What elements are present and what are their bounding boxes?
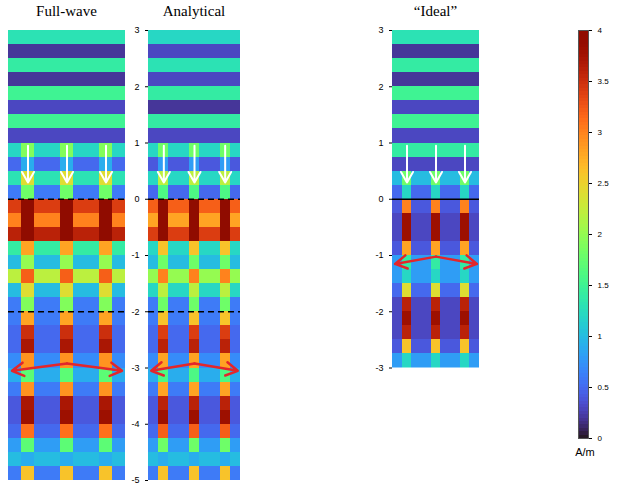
svg-text:0: 0 — [134, 194, 139, 204]
svg-text:3.5: 3.5 — [598, 77, 610, 86]
svg-text:2: 2 — [598, 230, 603, 239]
svg-text:3: 3 — [378, 25, 383, 35]
html-text:“Ideal”: “Ideal” — [413, 3, 458, 19]
svg-text:2.5: 2.5 — [598, 179, 610, 188]
svg-text:-2: -2 — [131, 307, 139, 317]
svg-text:3: 3 — [134, 25, 139, 35]
svg-text:1: 1 — [378, 138, 383, 148]
svg-text:4: 4 — [598, 26, 603, 35]
svg-text:3: 3 — [598, 128, 603, 137]
svg-text:1.5: 1.5 — [598, 281, 610, 290]
svg-text:2: 2 — [134, 82, 139, 92]
html-text:Full-wave: Full-wave — [36, 3, 97, 19]
svg-text:-1: -1 — [375, 250, 383, 260]
svg-text:-3: -3 — [375, 363, 383, 373]
svg-text:-4: -4 — [131, 419, 139, 429]
svg-text:1: 1 — [134, 138, 139, 148]
html-text:A/m: A/m — [575, 446, 595, 458]
svg-text:1: 1 — [598, 332, 603, 341]
svg-text:0: 0 — [378, 194, 383, 204]
svg-text:-1: -1 — [131, 250, 139, 260]
svg-text:-2: -2 — [375, 307, 383, 317]
svg-text:0: 0 — [598, 434, 603, 443]
svg-text:-5: -5 — [131, 475, 139, 485]
svg-text:0.5: 0.5 — [598, 383, 610, 392]
svg-text:2: 2 — [378, 82, 383, 92]
html-text:Analytical: Analytical — [162, 3, 226, 19]
svg-text:-3: -3 — [131, 363, 139, 373]
